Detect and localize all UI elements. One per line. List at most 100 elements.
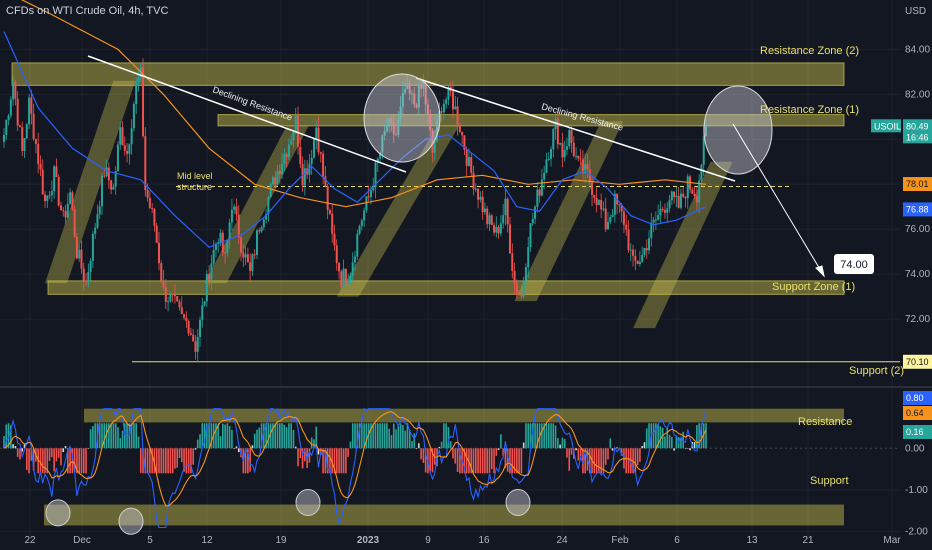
- osc-histogram-bar: [518, 448, 520, 474]
- candle-body: [130, 128, 133, 145]
- osc-histogram-bar: [149, 448, 151, 474]
- osc-histogram-bar: [285, 427, 288, 449]
- price-zone: [47, 280, 845, 295]
- osc-histogram-bar: [652, 423, 655, 449]
- osc-histogram-bar: [675, 435, 678, 449]
- osc-histogram-bar: [376, 423, 379, 449]
- candle-body: [78, 249, 81, 259]
- candle-body: [164, 287, 167, 302]
- candle-body: [632, 249, 635, 256]
- time-axis-label: 2023: [357, 535, 380, 546]
- osc-histogram-bar: [135, 423, 137, 449]
- candle-body: [591, 182, 594, 195]
- candle-body: [602, 208, 605, 210]
- osc-histogram-bar: [374, 423, 377, 449]
- price-badge-text: 78.01: [906, 179, 929, 189]
- osc-histogram-bar: [196, 439, 199, 449]
- candle-body: [365, 196, 368, 211]
- countdown-text: 16:46: [906, 132, 929, 142]
- osc-highlight-circle: [45, 499, 71, 527]
- osc-histogram-bar: [335, 448, 338, 474]
- candle-body: [477, 188, 480, 200]
- candle-body: [606, 222, 609, 230]
- osc-histogram-bar: [447, 427, 450, 449]
- candle-body: [237, 214, 240, 238]
- osc-histogram-bar: [570, 448, 573, 455]
- candle-body: [627, 229, 630, 251]
- candle-body: [224, 252, 227, 254]
- osc-histogram-bar: [399, 423, 402, 449]
- osc-histogram-bar: [278, 423, 281, 449]
- candle-body: [650, 222, 653, 239]
- osc-histogram-bar: [386, 423, 388, 449]
- osc-histogram-bar: [513, 448, 516, 474]
- candle-body: [75, 236, 78, 259]
- candle-body: [684, 196, 687, 199]
- osc-histogram-bar: [103, 423, 106, 449]
- osc-histogram-bar: [579, 448, 582, 461]
- osc-histogram-bar: [365, 423, 368, 449]
- symbol-badge: [871, 119, 901, 133]
- candle-body: [192, 334, 195, 342]
- osc-histogram-bar: [71, 448, 74, 474]
- osc-histogram-bar: [511, 448, 514, 474]
- osc-histogram-bar: [253, 433, 256, 449]
- osc-histogram-bar: [408, 430, 411, 449]
- osc-histogram-bar: [431, 448, 434, 473]
- candle-body: [645, 248, 648, 251]
- candle-body: [89, 260, 92, 272]
- candle-body: [59, 205, 62, 211]
- osc-histogram-bar: [655, 423, 657, 449]
- candle-body: [201, 305, 204, 320]
- osc-histogram-bar: [349, 441, 352, 449]
- osc-histogram-bar: [201, 423, 204, 449]
- osc-axis-label: -2.00: [905, 527, 928, 538]
- osc-badge-text: 0.16: [906, 427, 924, 437]
- candle-body: [675, 195, 678, 198]
- time-axis-label: 19: [275, 535, 287, 546]
- candle-body: [48, 195, 51, 197]
- candle-body: [620, 205, 623, 212]
- price-badge: [903, 177, 932, 192]
- candle-body: [522, 280, 525, 297]
- impulse-channel: [45, 80, 136, 284]
- candle-body: [524, 267, 527, 281]
- candle-body: [442, 103, 445, 113]
- candle-body: [467, 156, 470, 166]
- candle-body: [91, 233, 94, 261]
- price-axis-label: 82.00: [905, 89, 930, 100]
- osc-histogram-bar: [233, 448, 236, 449]
- candle-body: [351, 262, 354, 276]
- candle-body: [5, 120, 8, 136]
- osc-histogram-bar: [226, 423, 229, 449]
- candle-body: [561, 143, 564, 158]
- candle-body: [255, 230, 258, 255]
- osc-histogram-bar: [267, 423, 270, 449]
- candle-body: [44, 194, 47, 202]
- candle-body: [693, 193, 696, 197]
- candle-body: [422, 82, 425, 89]
- osc-histogram-bar: [258, 427, 261, 449]
- osc-histogram-bar: [274, 423, 277, 449]
- osc-histogram-bar: [661, 427, 664, 449]
- last-price-text: 80.49: [906, 121, 929, 131]
- osc-histogram-bar: [582, 448, 584, 474]
- osc-histogram-bar: [440, 441, 443, 449]
- candle-body: [543, 173, 546, 180]
- candle-body: [221, 232, 224, 253]
- candle-body: [597, 199, 600, 206]
- osc-histogram-bar: [203, 423, 206, 449]
- candle-body: [235, 206, 238, 215]
- candle-body: [50, 191, 53, 196]
- osc-histogram-bar: [356, 423, 359, 449]
- osc-histogram-bar: [57, 448, 60, 458]
- candle-body: [34, 138, 37, 144]
- osc-histogram-bar: [673, 448, 675, 451]
- osc-histogram-bar: [187, 448, 190, 474]
- candle-body: [41, 169, 44, 195]
- candle-body: [518, 292, 521, 295]
- osc-histogram-bar: [139, 448, 142, 473]
- osc-signal-line: [3, 411, 707, 507]
- mid-level-label-line1: Mid level: [177, 171, 213, 181]
